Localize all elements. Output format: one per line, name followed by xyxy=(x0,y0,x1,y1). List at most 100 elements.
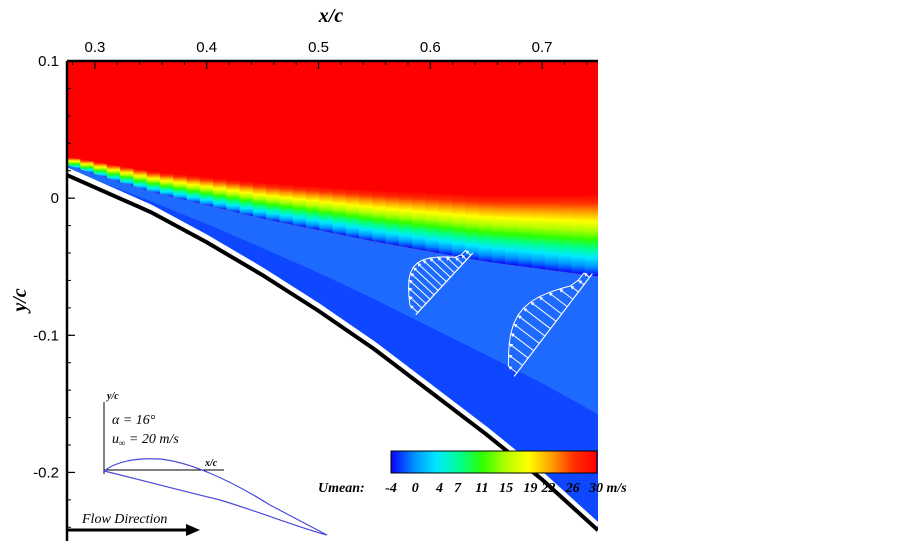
velocity-arrowhead xyxy=(510,333,515,337)
x-tick-label: 0.4 xyxy=(196,39,217,56)
inset-airfoil-outline xyxy=(102,458,328,536)
angle-of-attack-label: α = 16° xyxy=(112,413,156,428)
shear-layer-strip xyxy=(106,163,121,182)
shear-layer-strip xyxy=(80,159,95,174)
velocity-vector xyxy=(538,296,562,315)
x-tick-label: 0.3 xyxy=(85,39,106,56)
below-airfoil-blank xyxy=(67,172,598,541)
velocity-arrowhead xyxy=(437,257,442,261)
velocity-vector xyxy=(417,262,443,287)
velocity-arrowhead xyxy=(548,292,553,297)
y-tick-label: 0 xyxy=(51,190,59,207)
velocity-arrowhead xyxy=(413,267,418,272)
velocity-vector xyxy=(408,279,431,300)
colorbar-tick-label: 19 xyxy=(523,481,537,496)
shear-layer-strip xyxy=(558,194,573,273)
velocity-arrowhead xyxy=(408,287,413,292)
freestream-subscript: ∞ xyxy=(119,438,125,448)
velocity-vector xyxy=(530,301,557,322)
colorbar-tick-label: 26 xyxy=(565,481,580,496)
colorbar-tick-label: -4 xyxy=(385,481,397,496)
velocity-vector xyxy=(508,343,529,359)
freestream-velocity-label: u∞ = 20 m/s xyxy=(112,432,179,448)
shear-layer-strip xyxy=(372,190,387,244)
y-tick-label: -0.1 xyxy=(33,327,59,344)
shear-layer-strip xyxy=(173,174,188,201)
airfoil-surface xyxy=(67,167,598,541)
velocity-vector xyxy=(408,287,427,305)
shear-layer-strip xyxy=(252,182,267,220)
colorbar-gradient xyxy=(390,450,598,474)
velocity-vector xyxy=(510,332,535,352)
colorbar-tick-label: 4 xyxy=(435,481,443,496)
shear-layer-strip xyxy=(199,176,214,207)
shear-layer-strip xyxy=(531,194,546,270)
shear-layer-strip xyxy=(544,194,559,272)
velocity-vector xyxy=(437,256,455,274)
colorbar-tick-label: 15 xyxy=(499,481,513,496)
freestream-u: u xyxy=(112,432,119,447)
velocity-vector xyxy=(410,272,435,296)
colorbar-tick-label: 11 xyxy=(475,481,488,496)
velocity-profiles xyxy=(408,249,593,377)
x-tick-label: 0.6 xyxy=(420,39,441,56)
shear-layer-strip xyxy=(93,161,108,178)
velocity-arrowhead xyxy=(583,272,588,277)
velocity-arrowhead xyxy=(508,366,513,370)
y-tick-label: -0.2 xyxy=(33,464,59,481)
velocity-vector xyxy=(429,257,451,278)
x-axis-title: x/c xyxy=(318,5,344,27)
velocity-arrowhead xyxy=(509,343,514,348)
colorbar: Umean: -4 0 4 7 11 15 19 22 26 30 m/s xyxy=(318,450,627,496)
y-axis-title: y/c xyxy=(9,288,31,313)
velocity-arrowhead xyxy=(422,259,427,264)
velocity-vector xyxy=(513,323,540,344)
shear-layer-strip xyxy=(279,184,294,225)
colorbar-tick-label: 0 xyxy=(412,481,419,496)
freestream-value: = 20 m/s xyxy=(125,432,179,447)
velocity-arrowhead xyxy=(417,263,422,267)
velocity-arrowhead xyxy=(523,308,528,312)
shear-layer-strip xyxy=(213,178,227,210)
shear-layer-strip xyxy=(412,191,427,251)
velocity-arrowhead xyxy=(517,315,522,320)
velocity-arrowhead xyxy=(513,323,518,328)
flow-direction-label: Flow Direction xyxy=(81,512,167,527)
flow-direction-arrow-head xyxy=(186,524,200,536)
profile-baseline xyxy=(513,273,593,377)
colorbar-tick-label: 22 xyxy=(541,481,556,496)
shear-layer-strip xyxy=(292,185,307,228)
shear-layer-strip xyxy=(359,189,373,242)
y-tick-label: 0.1 xyxy=(38,53,59,70)
shear-layer-strip xyxy=(571,194,586,275)
velocity-arrowhead xyxy=(578,280,583,284)
shear-layer-strip xyxy=(319,186,334,233)
velocity-arrowhead xyxy=(408,279,413,284)
colorbar-label: Umean: xyxy=(318,481,365,496)
profile-envelope xyxy=(507,272,585,367)
shear-layer-strip xyxy=(491,194,506,265)
shear-layer-strip xyxy=(186,175,201,204)
shear-layer-strip xyxy=(478,194,493,263)
shear-layer-strip xyxy=(305,185,320,231)
velocity-vector xyxy=(422,259,447,283)
shear-layer-strip xyxy=(266,183,280,223)
velocity-arrowhead xyxy=(410,272,415,277)
shear-layer-strip xyxy=(332,187,347,236)
velocity-arrowhead xyxy=(508,354,513,359)
shear-layer-strip xyxy=(505,194,519,266)
shear-layer-strip xyxy=(425,192,440,254)
profile-baseline xyxy=(415,252,474,316)
velocity-vector xyxy=(517,315,546,337)
shear-layer-strip xyxy=(239,180,254,217)
shear-layer-strip xyxy=(438,193,453,256)
velocity-arrowhead xyxy=(570,285,575,290)
shear-layer-strip xyxy=(398,191,413,249)
velocity-arrowhead xyxy=(446,256,450,261)
velocity-arrowhead xyxy=(539,296,544,301)
velocity-vector xyxy=(523,307,551,330)
airfoil-line xyxy=(67,173,598,532)
velocity-arrowhead xyxy=(530,301,535,306)
shear-layer-strip xyxy=(159,172,174,198)
